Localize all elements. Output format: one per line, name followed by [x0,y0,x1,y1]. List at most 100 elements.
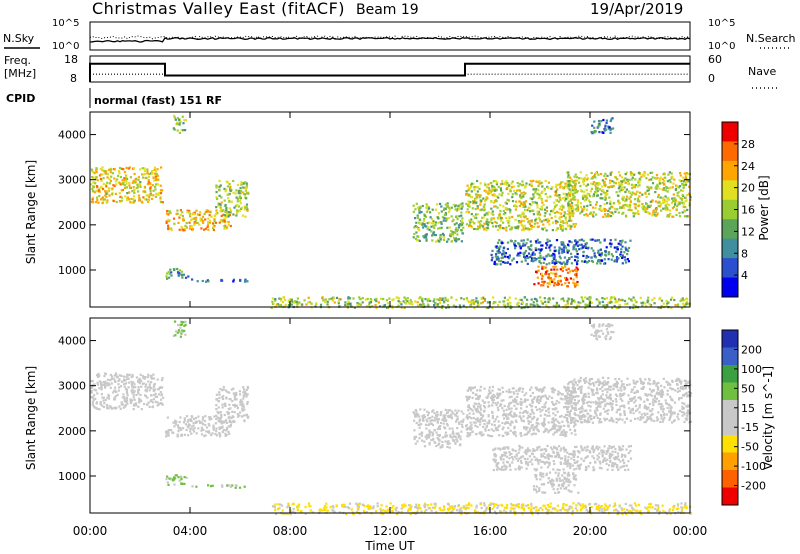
scatter-cell [686,298,689,301]
scatter-cell [187,275,190,278]
scatter-cell [138,183,141,186]
scatter-cell [152,388,155,391]
scatter-cell [324,298,327,301]
scatter-cell [221,420,224,423]
scatter-cell [449,234,452,237]
scatter-cell [491,397,494,400]
scatter-cell [637,212,640,215]
scatter-cell [527,422,530,425]
scatter-cell [214,433,217,436]
scatter-cell [105,192,108,195]
scatter-cell [589,461,592,465]
scatter-cell [240,415,244,418]
scatter-cell [574,191,577,194]
scatter-cell [604,198,607,201]
scatter-cell [611,180,614,183]
scatter-cell [567,267,570,270]
scatter-cell [111,187,114,190]
scatter-cell [206,225,209,228]
scatter-cell [648,205,651,209]
scatter-cell [514,218,517,221]
scatter-cell [241,400,244,403]
scatter-cell [559,425,562,428]
scatter-cell [499,392,502,395]
scatter-cell [466,431,469,435]
scatter-cell [651,298,654,301]
scatter-cell [533,449,536,452]
scatter-cell [527,221,530,224]
scatter-cell [142,376,145,379]
scatter-cell [215,196,218,199]
scatter-cell [541,395,544,398]
scatter-cell [534,432,537,435]
scatter-cell [555,222,558,225]
scatter-cell [200,227,203,230]
scatter-cell [414,300,417,303]
scatter-cell [446,226,449,229]
scatter-cell [474,198,477,201]
scatter-cell [673,197,676,200]
scatter-cell [496,406,499,409]
scatter-cell [177,118,181,121]
scatter-cell [486,218,489,221]
scatter-cell [421,297,424,300]
scatter-cell [413,435,416,439]
scatter-cell [688,185,691,188]
scatter-cell [514,468,517,471]
scatter-cell [561,457,564,460]
scatter-cell [193,213,196,216]
scatter-cell [105,404,108,407]
scatter-cell [584,468,587,472]
scatter-cell [413,412,416,415]
scatter-cell [580,243,583,246]
scatter-cell [476,228,479,231]
scatter-cell [594,239,597,242]
scatter-cell [426,410,429,413]
scatter-cell [469,421,472,424]
scatter-cell [521,302,524,305]
scatter-cell [194,420,198,423]
scatter-cell [208,214,211,217]
scatter-cell [660,299,664,302]
scatter-cell [578,248,581,251]
scatter-cell [513,244,516,247]
scatter-cell [572,181,575,184]
scatter-cell [137,176,140,179]
scatter-cell [548,262,551,265]
scatter-cell [348,297,352,300]
scatter-cell [231,484,234,487]
scatter-cell [533,425,536,429]
scatter-cell [473,386,476,389]
scatter-cell [497,396,500,399]
scatter-cell [664,204,667,207]
scatter-cell [226,390,229,393]
scatter-cell [105,183,108,187]
scatter-cell [456,209,459,212]
scatter-cell [537,430,540,433]
scatter-cell [425,239,428,242]
scatter-cell [169,268,172,271]
scatter-cell [545,255,548,258]
scatter-cell [553,211,557,214]
scatter-cell [102,399,105,402]
scatter-cell [475,410,478,413]
scatter-cell [565,197,568,200]
scatter-cell [572,299,575,302]
scatter-cell [503,417,506,420]
scatter-cell [554,272,557,275]
scatter-cell [515,200,518,203]
scatter-cell [184,224,187,227]
scatter-cell [182,129,185,132]
scatter-cell [418,208,421,211]
scatter-cell [445,205,448,208]
scatter-cell [545,242,548,245]
scatter-cell [151,197,154,200]
scatter-cell [549,279,552,282]
scatter-cell [391,304,394,308]
scatter-cell [99,173,102,176]
scatter-cell [425,437,428,440]
scatter-cell [472,215,475,218]
scatter-cell [497,257,500,260]
scatter-cell [108,194,111,197]
scatter-cell [484,428,487,431]
